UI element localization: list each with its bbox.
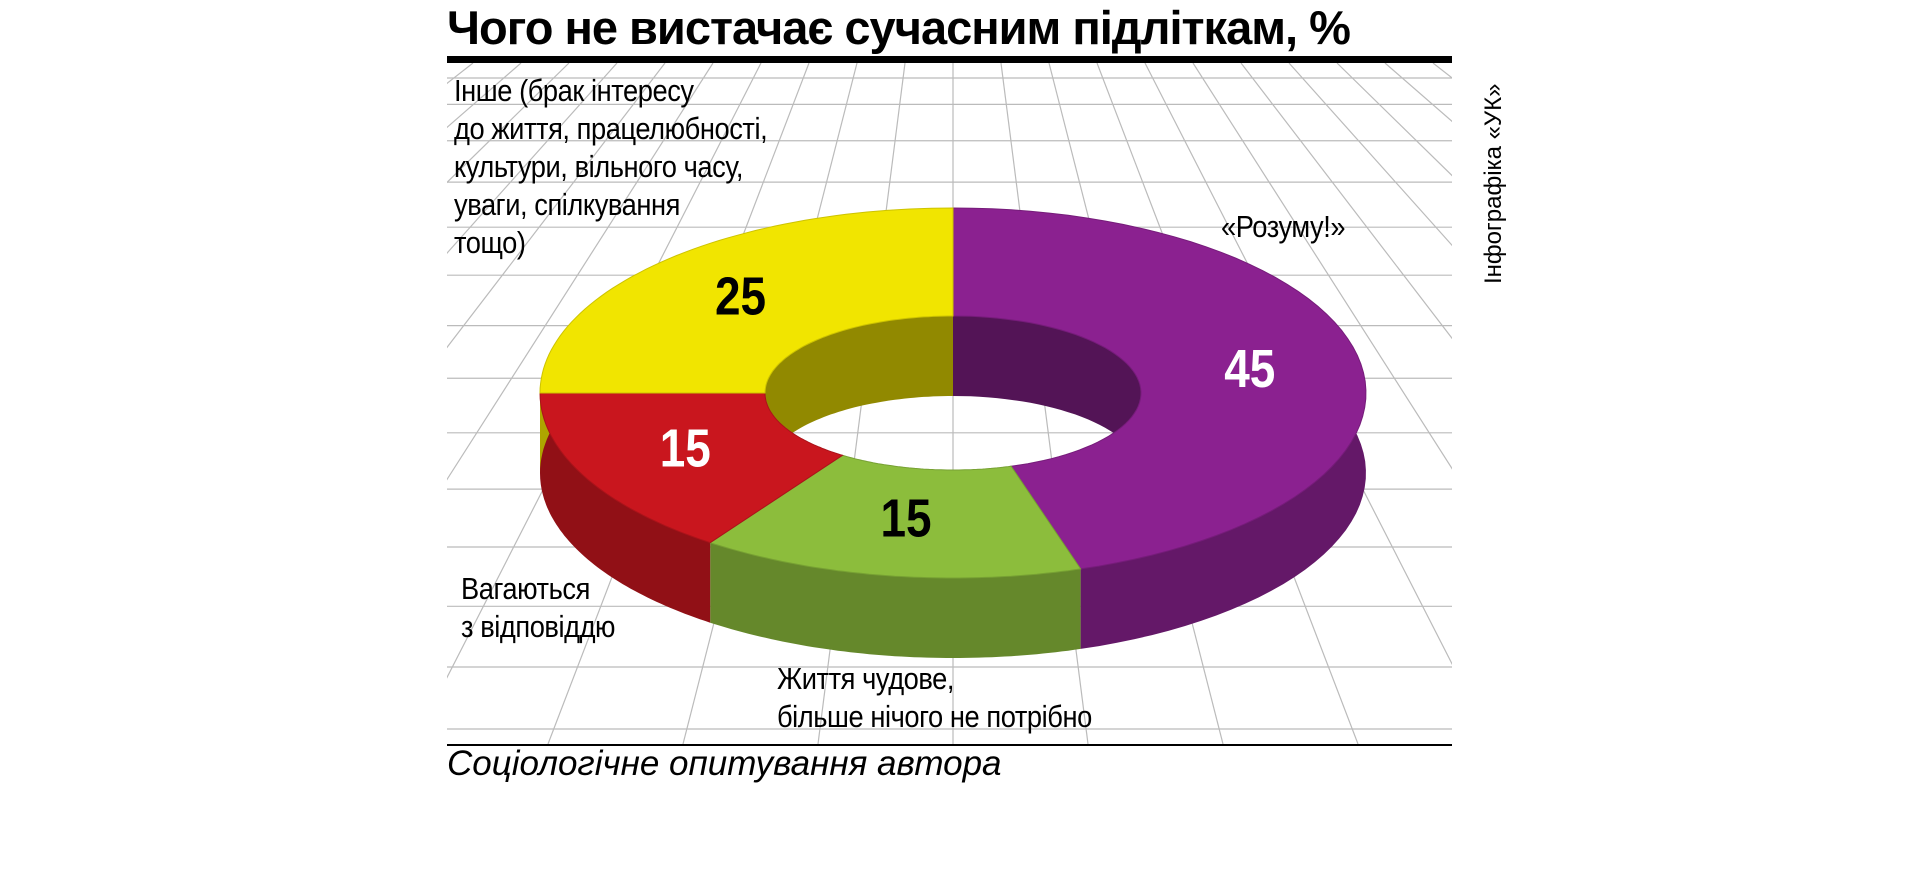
grid-line — [447, 63, 474, 85]
grid-line — [447, 63, 522, 129]
category-label: «Розуму!» — [1221, 209, 1346, 244]
grid-line — [1192, 63, 1452, 470]
data-label: 15 — [880, 488, 931, 548]
grid-line — [1481, 63, 1916, 744]
grid-line — [1336, 63, 1452, 177]
grid-line — [0, 63, 377, 744]
grid-line — [1288, 63, 1452, 247]
data-label: 45 — [1224, 338, 1275, 398]
source: Соціологічне опитування автора — [447, 744, 1002, 783]
data-label: 25 — [715, 266, 766, 326]
grid-line — [1240, 63, 1452, 340]
grid-line — [447, 63, 618, 254]
slice-inner — [765, 316, 953, 473]
data-label: 15 — [660, 418, 711, 478]
title-rule — [447, 56, 1452, 63]
grid-line — [447, 63, 570, 184]
chart-title: Чого не вистачає сучасним підліткам, % — [447, 1, 1351, 54]
bottom-rule — [447, 744, 1452, 746]
category-label: Інше (брак інтересу до життя, працелюбно… — [454, 73, 768, 260]
slice-side — [710, 542, 1081, 658]
slice — [539, 207, 954, 394]
grid-line — [447, 63, 666, 349]
category-label: Життя чудове, більше нічого не потрібно — [777, 661, 1092, 734]
category-label: Вагаються з відповіддю — [461, 571, 616, 644]
grid-line — [447, 63, 714, 481]
grid-line — [1384, 63, 1452, 123]
credit: Інфографіка «УК» — [1480, 83, 1507, 284]
grid-line — [1529, 63, 1916, 744]
slice-side — [540, 393, 711, 623]
grid-line — [0, 63, 425, 744]
